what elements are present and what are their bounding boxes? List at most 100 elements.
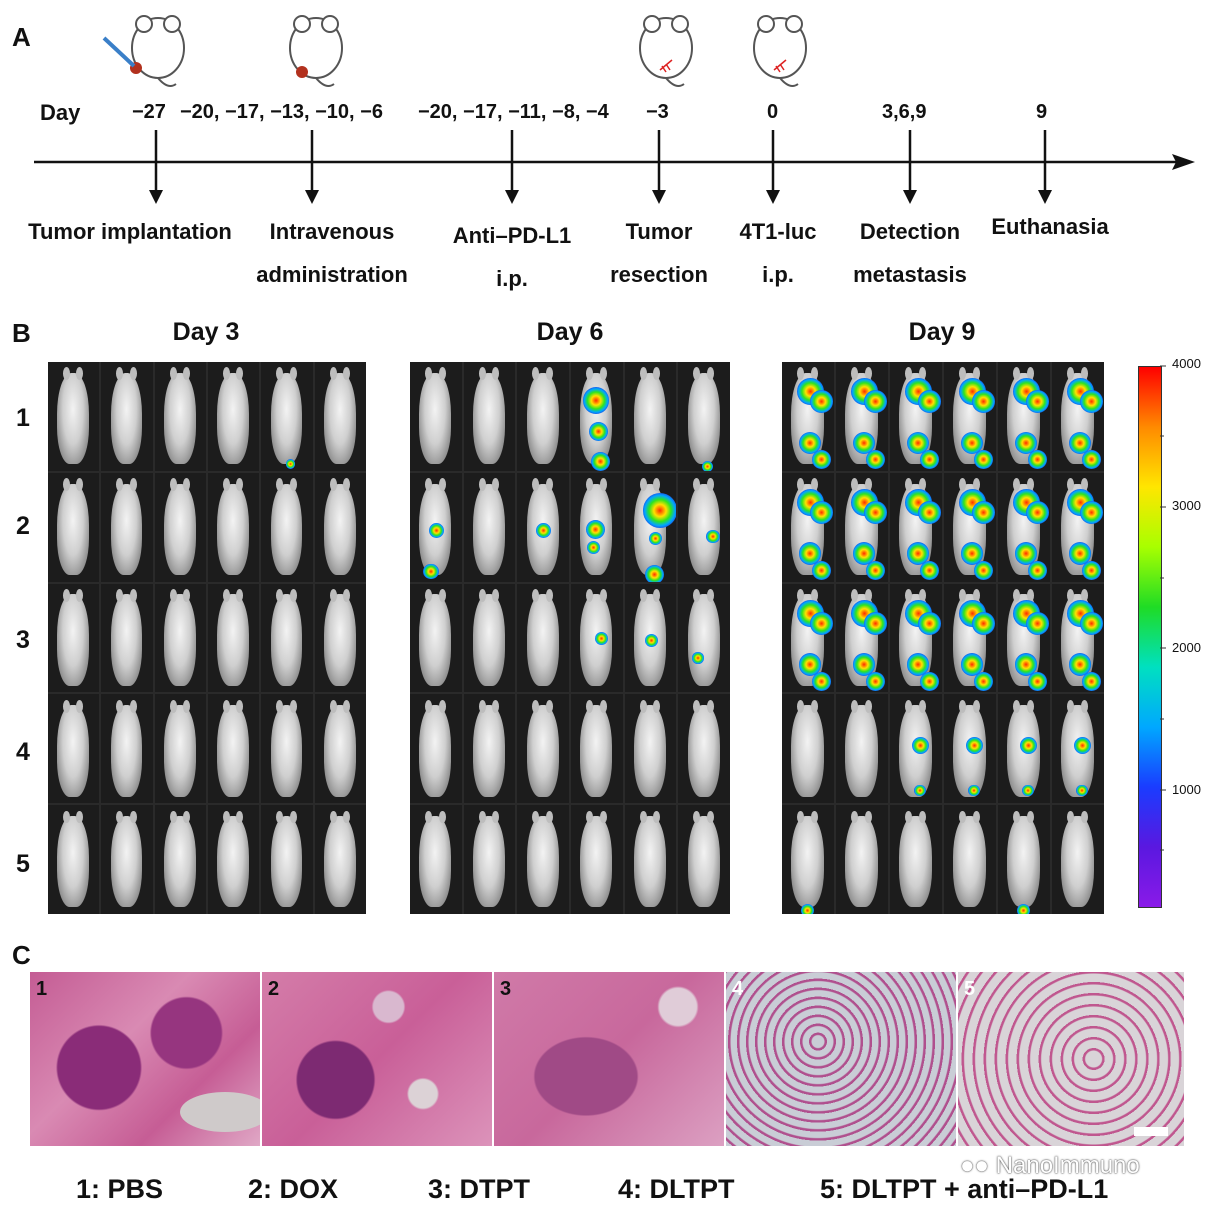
imaging-cell	[517, 805, 569, 914]
bioluminescence-spot	[644, 565, 664, 582]
mouse-silhouette	[110, 588, 143, 686]
timepoint-anti-pd-l1: −20, −17, −11, −8, −4	[418, 101, 609, 123]
imaging-cell	[890, 472, 942, 582]
row-label-1: 1	[16, 404, 30, 432]
imaging-cell	[314, 362, 366, 471]
grid-title-day-6: Day 6	[536, 318, 604, 346]
mouse-silhouette	[580, 810, 613, 908]
imaging-cell	[101, 694, 153, 804]
bioluminescence-spot	[535, 522, 552, 539]
bioluminescence-spot	[906, 653, 930, 677]
bioluminescence-spot	[800, 903, 815, 914]
mouse-silhouette	[633, 699, 666, 797]
imaging-cell	[101, 362, 153, 471]
bioluminescence-spot	[798, 431, 822, 455]
imaging-cell	[207, 362, 260, 471]
mouse-silhouette	[633, 810, 666, 908]
imaging-cell	[463, 472, 516, 582]
imaging-cell	[678, 694, 730, 804]
bioluminescence-spot	[865, 671, 885, 691]
bioluminescence-spot	[811, 450, 831, 470]
bioluminescence-spot	[1068, 542, 1092, 566]
bioluminescence-spot	[644, 634, 658, 648]
mouse-silhouette	[217, 810, 250, 908]
mouse-silhouette	[791, 810, 824, 908]
mouse-silhouette	[57, 478, 90, 576]
imaging-cell	[571, 583, 623, 693]
histology-label-5: 5	[964, 978, 976, 1000]
mouse-silhouette	[526, 367, 559, 465]
imaging-cell	[998, 805, 1050, 914]
bioluminescence-spot	[810, 611, 833, 635]
mouse-silhouette	[323, 699, 356, 797]
mouse-silhouette	[899, 810, 932, 908]
mouse-silhouette	[472, 478, 505, 576]
imaging-cell	[101, 805, 153, 914]
mouse-silhouette	[270, 588, 303, 686]
mouse-tumor-icon	[289, 15, 343, 87]
imaging-cell	[998, 694, 1050, 804]
mouse-silhouette	[57, 367, 90, 465]
bioluminescence-spot	[1081, 560, 1101, 580]
watermark: ●● NanoImmuno	[960, 1152, 1140, 1180]
histology-image-3: 3	[494, 972, 726, 1146]
bioluminescence-spot	[1027, 450, 1047, 470]
bioluminescence-spot	[973, 671, 993, 691]
bioluminescence-spot	[428, 522, 444, 539]
mouse-silhouette	[472, 588, 505, 686]
bioluminescence-spot	[585, 519, 605, 539]
mouse-silhouette	[217, 699, 250, 797]
mouse-silhouette	[270, 367, 303, 465]
mouse-silhouette	[323, 588, 356, 686]
mouse-silhouette	[110, 478, 143, 576]
mouse-silhouette	[419, 699, 452, 797]
histology-label-2: 2	[268, 978, 280, 1000]
bioluminescence-spot	[960, 542, 984, 566]
bioluminescence-spot	[852, 431, 876, 455]
mouse-silhouette	[791, 699, 824, 797]
grid-title-day-3: Day 3	[172, 318, 240, 346]
bioluminescence-spot	[864, 501, 887, 524]
imaging-cell	[890, 694, 942, 804]
bioluminescence-spot	[1068, 431, 1092, 455]
mouse-silhouette	[57, 699, 90, 797]
histology-label-4: 4	[732, 978, 744, 1000]
imaging-cell	[410, 472, 462, 582]
imaging-cell	[678, 472, 730, 582]
event-tumor-implantation: Tumor implantation	[28, 219, 232, 244]
bioluminescence-spot	[906, 542, 930, 566]
imaging-cell	[410, 694, 462, 804]
imaging-cell	[48, 583, 100, 693]
mouse-silhouette	[526, 699, 559, 797]
panel-c-label: C	[12, 940, 31, 970]
mouse-silhouette	[953, 810, 986, 908]
imaging-cell	[998, 472, 1050, 582]
bioluminescence-spot	[1016, 903, 1031, 914]
imaging-cell	[836, 362, 888, 471]
bioluminescence-spot	[914, 784, 926, 797]
mouse-silhouette	[270, 810, 303, 908]
bioluminescence-spot	[1081, 450, 1101, 470]
colorbar-tick-3000: 3000	[1172, 498, 1201, 513]
mouse-silhouette	[163, 699, 196, 797]
mouse-silhouette	[526, 588, 559, 686]
imaging-cell	[944, 362, 996, 471]
imaging-cell	[571, 694, 623, 804]
imaging-cell	[1052, 362, 1104, 471]
wechat-icon: ●●	[960, 1152, 989, 1179]
bioluminescence-spot	[798, 653, 822, 677]
imaging-cell	[571, 362, 623, 471]
bioluminescence-spot	[960, 431, 984, 455]
imaging-cell	[463, 362, 516, 471]
bioluminescence-spot	[582, 387, 610, 414]
event-tumor-resection: Tumor resection	[610, 219, 708, 287]
mouse-silhouette	[419, 588, 452, 686]
imaging-cell	[207, 694, 260, 804]
imaging-cell	[410, 805, 462, 914]
imaging-cell	[890, 362, 942, 471]
imaging-cell	[410, 362, 462, 471]
bioluminescence-spot	[1026, 390, 1049, 414]
bioluminescence-spot	[864, 390, 887, 414]
legend-dtpt: 3: DTPT	[428, 1174, 531, 1204]
bioluminescence-spot	[648, 532, 662, 546]
